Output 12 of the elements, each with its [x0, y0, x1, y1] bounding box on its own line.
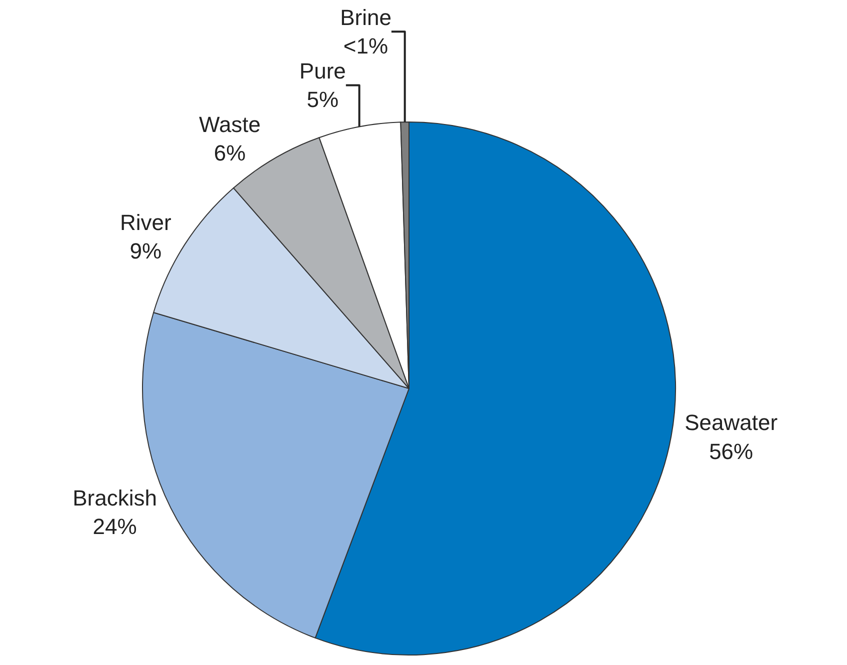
slice-label: Pure [299, 58, 346, 84]
data-label: 6% [214, 140, 246, 166]
data-label: 9% [130, 238, 162, 264]
data-label: <1% [343, 33, 388, 58]
slice-label: Seawater [684, 410, 778, 436]
slice-label: Brine [340, 4, 392, 30]
slice-label: Waste [199, 112, 261, 138]
slice-label: River [120, 210, 172, 235]
slice-label: Brackish [72, 486, 157, 511]
data-label: 5% [306, 87, 339, 112]
data-label: 56% [709, 438, 754, 464]
data-label: 24% [92, 514, 137, 540]
